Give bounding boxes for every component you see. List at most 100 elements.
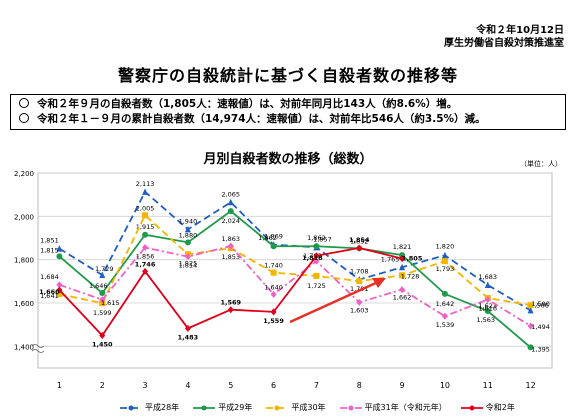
chart-legend: 平成28年 平成29年 平成30年 平成31年（令和元年） 令和2年 [120,402,515,413]
data-label-h30: 1,853 [221,253,240,261]
data-point-r2 [399,255,406,263]
data-label-r2: 1,569 [220,299,241,307]
data-point-h30 [441,258,448,265]
data-point-h28 [527,306,534,314]
data-label-h29: 2,024 [221,217,240,225]
data-point-h30 [313,272,320,279]
x-tick-label: 8 [357,381,362,390]
trend-arrow [289,280,379,324]
data-point-h28 [441,251,448,259]
data-label-h28: 1,566 [530,301,549,309]
data-label-h29: 1,642 [436,300,455,308]
data-point-h29 [441,290,448,297]
x-tick-label: 4 [185,381,190,390]
data-label-h28: 1,683 [478,273,497,281]
data-point-h31 [399,286,406,294]
x-tick-label: 10 [440,381,450,390]
data-point-r2 [270,308,277,316]
data-point-h29 [270,243,277,250]
y-tick-label: 1,400 [14,343,34,351]
summary-box: 令和２年９月の自殺者数（1,805人：速報値）は、対前年同月比143人（約8.6… [10,94,566,130]
x-tick-label: 5 [228,381,233,390]
y-tick-label: 2,000 [14,213,34,221]
data-point-h29 [313,243,320,250]
legend-swatch [120,405,142,410]
x-tick-label: 1 [57,381,62,390]
series-line-h29 [58,209,532,349]
x-tick-label: 7 [314,381,319,390]
chart-title: 月別自殺者数の推移（総数） [203,152,373,167]
data-label-r2: 1,660 [39,288,60,296]
legend-label: 平成29年 [218,403,253,412]
data-point-h28 [484,281,491,289]
data-label-r2: 1,559 [263,317,284,325]
data-label-h28: 2,065 [221,190,240,198]
legend-label: 平成28年 [145,403,180,412]
legend-label: 平成31年（令和元年） [364,403,447,412]
data-label-r2: 1,450 [92,341,113,349]
legend-item-h29: 平成29年 [193,402,252,413]
data-label-r2: 1,854 [349,236,370,244]
x-tick-label: 11 [483,381,493,390]
data-label-h28: 1,729 [95,265,114,273]
y-tick-label: 1,800 [14,257,34,265]
data-point-r2 [142,267,149,275]
data-point-r2 [56,286,63,294]
legend-marker [201,405,207,410]
data-label-h31: 1,863 [221,235,240,243]
data-label-h30: 1,599 [93,309,112,317]
data-label-h31: 1,856 [136,253,155,261]
data-label-h30: 1,641 [40,292,59,300]
date-block: 令和２年10月12日 厚生労働省自殺対策推進室 [444,24,564,50]
data-label-h30: 1,701 [350,285,369,293]
data-label-h31: 1,603 [350,306,369,314]
legend-label: 令和2年 [485,403,515,412]
data-label-h28: 1,820 [436,242,455,250]
legend-marker [128,405,134,410]
summary-text-2: 令和２年１－９月の累計自殺者数（14,974人：速報値）は、対前年比546人（約… [37,113,486,125]
data-point-h29 [56,253,63,260]
data-point-h31 [184,253,191,261]
data-label-h31: 1,814 [179,262,198,270]
data-label-h29: 1,563 [476,316,495,324]
data-label-h29: 1,815 [40,246,59,254]
page-title: 警察庁の自殺統計に基づく自殺者数の推移等 [117,66,458,85]
data-label-h29: 1,880 [179,231,198,239]
data-label-r2: 1,818 [302,254,323,262]
data-label-h31: 1,539 [436,321,455,329]
data-point-h31 [484,296,491,304]
data-point-h28 [56,245,63,252]
data-point-r2 [313,252,320,260]
data-point-r2 [184,324,191,332]
office-name: 厚生労働省自殺対策推進室 [444,38,564,49]
data-point-h29 [227,208,234,215]
data-point-h28 [99,271,106,279]
data-label-h31: 1,640 [264,283,283,291]
data-label-h31: 1,615 [101,299,120,307]
data-label-h30: 1,623 [478,302,497,310]
x-tick-label: 12 [525,381,535,390]
data-point-h31 [142,244,149,252]
data-label-h29: 1,862 [307,234,326,242]
data-label-h30: 1,740 [264,262,283,270]
legend-item-h30: 平成30年 [266,402,326,413]
release-date: 令和２年10月12日 [476,25,564,36]
legend-swatch [266,405,289,410]
data-point-h29 [484,308,491,315]
legend-marker [348,405,354,410]
data-label-h28: 1,857 [313,235,332,243]
data-label-r2: 1,746 [135,260,156,268]
data-point-r2 [356,244,363,252]
data-label-h31: 1,793 [303,252,322,260]
data-point-h31 [441,312,448,320]
legend-item-h28: 平成28年 [120,402,179,413]
legend-marker [469,405,475,410]
legend-swatch [193,405,216,410]
legend-swatch [460,405,483,410]
data-point-h28 [227,198,234,206]
y-tick-label: 2,200 [14,170,34,178]
units-label: （単位：人） [520,160,562,168]
x-tick-label: 6 [271,381,276,390]
data-point-h29 [99,290,106,297]
legend-label: 平成30年 [291,403,326,412]
